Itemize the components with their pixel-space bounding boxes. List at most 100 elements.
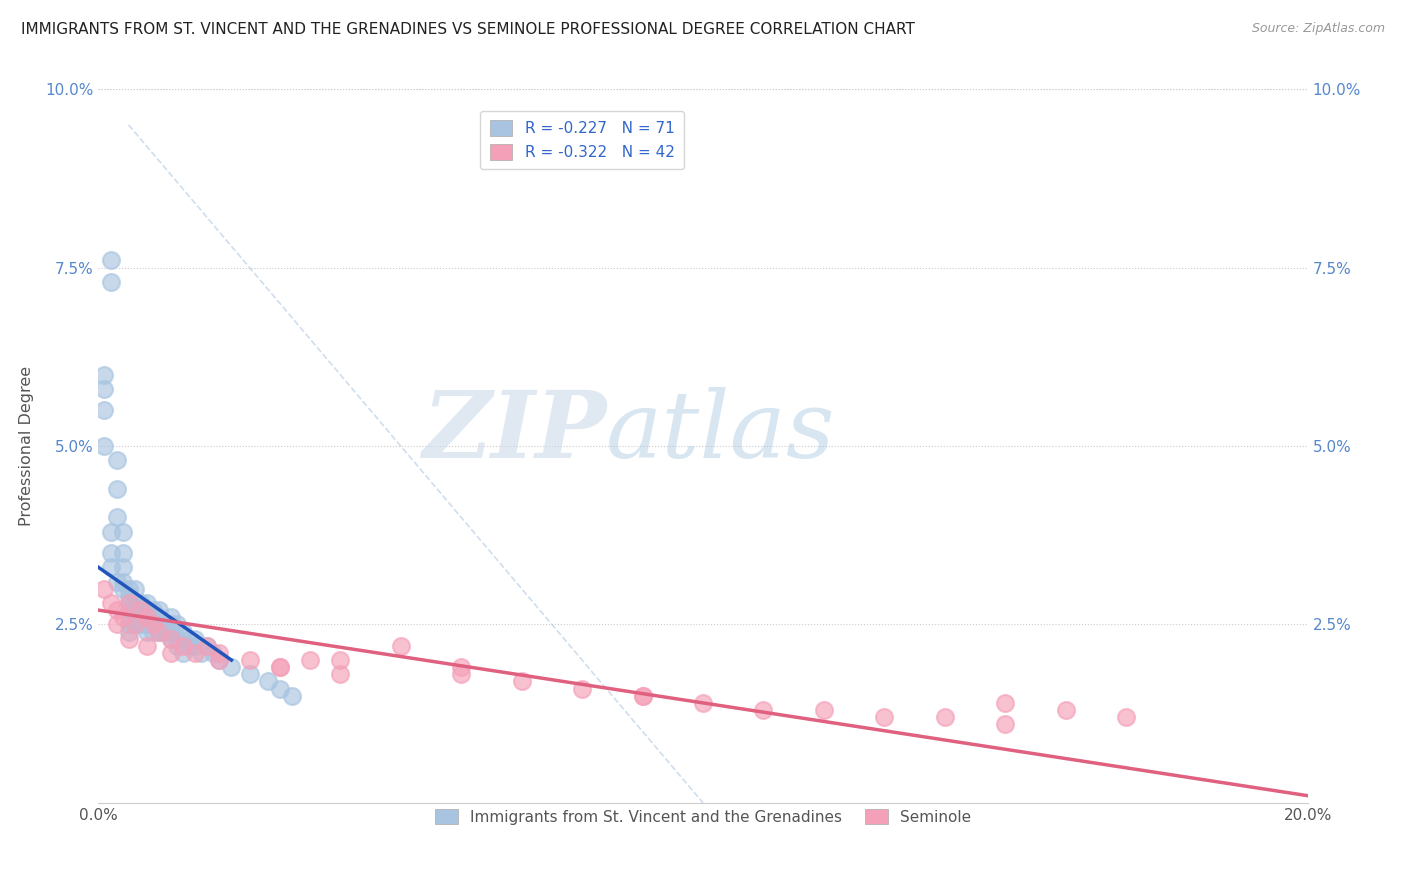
Point (111, 582, 134, 596)
Point (118, 632, 141, 646)
Point (93, 382, 115, 396)
Point (93, 403, 115, 417)
Point (148, 617, 170, 632)
Point (329, 653, 352, 667)
Point (160, 624, 183, 639)
Point (118, 596, 141, 610)
Point (239, 667, 262, 681)
Point (105, 453, 128, 467)
Point (100, 560, 122, 574)
Point (160, 632, 183, 646)
Point (111, 560, 134, 574)
Point (179, 632, 201, 646)
Point (281, 689, 304, 703)
Point (135, 639, 157, 653)
Legend: Immigrants from St. Vincent and the Grenadines, Seminole: Immigrants from St. Vincent and the Gren… (429, 803, 977, 830)
Y-axis label: Professional Degree: Professional Degree (20, 366, 34, 526)
Point (450, 667, 472, 681)
Point (135, 617, 157, 632)
Point (172, 639, 194, 653)
Point (142, 617, 165, 632)
Point (994, 717, 1017, 731)
Point (221, 660, 243, 674)
Point (111, 546, 134, 560)
Point (269, 660, 291, 674)
Point (239, 653, 262, 667)
Point (148, 624, 170, 639)
Point (111, 524, 134, 539)
Point (329, 667, 352, 681)
Point (100, 275, 122, 289)
Point (118, 624, 141, 639)
Point (100, 524, 122, 539)
Point (135, 610, 157, 624)
Point (934, 710, 956, 724)
Point (160, 632, 183, 646)
Point (124, 610, 146, 624)
Point (105, 482, 128, 496)
Point (450, 660, 472, 674)
Point (172, 624, 194, 639)
Point (93, 582, 115, 596)
Point (100, 596, 122, 610)
Point (129, 596, 152, 610)
Point (148, 610, 170, 624)
Point (124, 596, 146, 610)
Point (190, 646, 212, 660)
Text: IMMIGRANTS FROM ST. VINCENT AND THE GRENADINES VS SEMINOLE PROFESSIONAL DEGREE C: IMMIGRANTS FROM ST. VINCENT AND THE GREN… (21, 22, 915, 37)
Point (148, 624, 170, 639)
Point (124, 617, 146, 632)
Point (631, 689, 654, 703)
Point (195, 639, 218, 653)
Point (166, 617, 188, 632)
Point (631, 689, 654, 703)
Point (118, 589, 141, 603)
Point (184, 639, 207, 653)
Point (208, 653, 231, 667)
Point (1115, 710, 1137, 724)
Point (142, 624, 165, 639)
Point (269, 660, 291, 674)
Point (269, 681, 291, 696)
Point (813, 703, 835, 717)
Point (124, 617, 146, 632)
Point (208, 653, 231, 667)
Point (135, 624, 157, 639)
Point (510, 674, 533, 689)
Point (153, 624, 176, 639)
Point (118, 603, 141, 617)
Point (752, 703, 775, 717)
Point (148, 603, 170, 617)
Point (153, 617, 176, 632)
Point (93, 439, 115, 453)
Text: Source: ZipAtlas.com: Source: ZipAtlas.com (1251, 22, 1385, 36)
Point (994, 696, 1017, 710)
Point (1054, 703, 1077, 717)
Point (124, 596, 146, 610)
Point (105, 603, 128, 617)
Point (118, 617, 141, 632)
Point (129, 603, 152, 617)
Point (256, 674, 278, 689)
Point (184, 646, 207, 660)
Point (135, 610, 157, 624)
Point (153, 624, 176, 639)
Point (124, 582, 146, 596)
Point (172, 646, 194, 660)
Point (129, 610, 152, 624)
Point (202, 646, 225, 660)
Point (105, 617, 128, 632)
Point (160, 646, 183, 660)
Point (160, 610, 183, 624)
Point (100, 253, 122, 268)
Point (129, 617, 152, 632)
Point (118, 582, 141, 596)
Point (93, 368, 115, 382)
Point (142, 617, 165, 632)
Point (692, 696, 714, 710)
Point (179, 639, 201, 653)
Text: ZIP: ZIP (422, 387, 606, 476)
Point (160, 617, 183, 632)
Text: atlas: atlas (606, 387, 835, 476)
Point (100, 546, 122, 560)
